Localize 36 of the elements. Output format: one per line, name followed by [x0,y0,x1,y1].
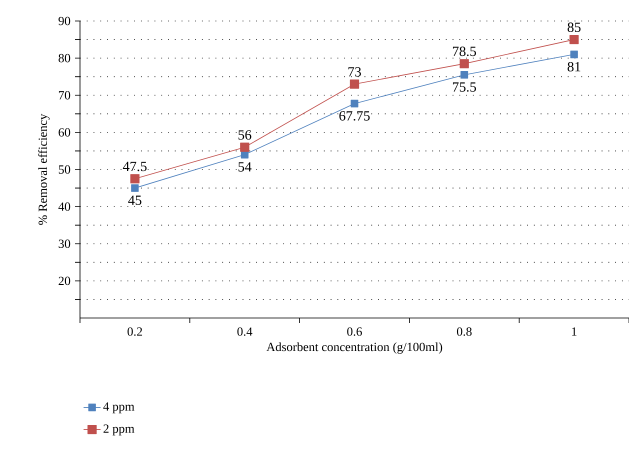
y-tick-label: 60 [58,128,70,137]
data-label: 81 [568,62,580,72]
point [240,142,250,152]
y-tick-label: 30 [58,240,70,248]
y-tick-label: 70 [58,91,70,100]
point [570,50,578,58]
x-tick-label: 0.2 [128,327,142,336]
point [460,71,468,79]
data-label: 75.5 [452,82,476,92]
data-label: 73 [348,67,361,77]
point [350,80,360,89]
y-axis-title: % Removal efficiency [38,114,50,225]
y-tick-label: 80 [58,54,70,62]
data-label: 56 [238,130,252,140]
x-tick-label: 0.4 [237,327,252,336]
data-label: 47.5 [122,162,147,172]
point [460,59,469,68]
point [131,184,139,192]
y-tick-label: 50 [58,165,70,174]
point [350,100,358,108]
point [570,34,579,44]
data-label: 45 [128,196,142,205]
data-label: 85 [568,22,581,32]
x-axis-title: Adsorbent concentration (g/100ml) [266,342,442,354]
y-tick-label: 90 [58,16,70,26]
legend-label: 2 ppm [104,424,134,436]
point [130,174,140,184]
x-tick-label: 0.8 [456,327,472,336]
data-label: 67.75 [339,111,370,121]
y-tick-label: 40 [58,202,70,211]
x-tick-label: 1 [572,327,576,336]
x-tick-label: 0.6 [347,327,362,336]
y-tick-label: 20 [58,276,70,286]
legend-label: 4 ppm [103,402,134,414]
data-label: 78.5 [452,46,476,56]
data-label: 54 [238,162,252,172]
